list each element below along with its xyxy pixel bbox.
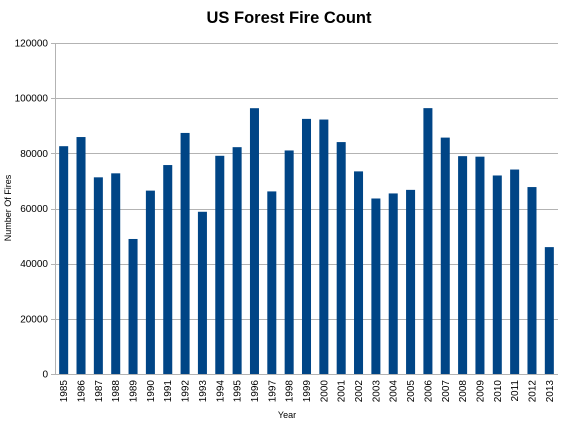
x-tick-label: 1991 — [163, 380, 174, 403]
x-tick-label: 2000 — [319, 380, 330, 403]
bar-1994 — [215, 155, 225, 374]
bar-1993 — [197, 211, 207, 374]
x-tick-label: 2006 — [423, 380, 434, 403]
bar-2001 — [336, 142, 346, 374]
bar-2012 — [527, 187, 537, 374]
y-tick-label: 0 — [42, 370, 48, 381]
axes — [51, 43, 558, 375]
x-axis-tick-labels: 1985 1986 1987 1988 1989 1990 1991 1992 1993 1994… — [59, 380, 556, 403]
bar-2006 — [423, 108, 433, 374]
x-tick-label: 1992 — [181, 380, 192, 403]
x-tick-label: 1988 — [111, 380, 122, 403]
bars — [59, 108, 554, 374]
bar-1999 — [301, 118, 312, 374]
x-tick-label: 2004 — [389, 380, 400, 403]
x-tick-label: 1994 — [215, 380, 226, 403]
x-tick-label: 1996 — [250, 380, 261, 403]
x-tick-label: 2011 — [510, 380, 521, 402]
x-tick-label: 1990 — [146, 380, 157, 403]
bar-1990 — [145, 190, 155, 374]
y-tick-label: 20000 — [20, 314, 48, 325]
bar-2008 — [458, 156, 468, 374]
bar-1991 — [163, 165, 173, 374]
bar-2013 — [544, 247, 554, 374]
bar-1989 — [128, 238, 138, 374]
bar-1998 — [284, 150, 294, 374]
x-tick-label: 1989 — [129, 380, 140, 403]
bar-2000 — [319, 119, 329, 374]
x-tick-label: 2002 — [354, 380, 365, 403]
x-tick-label: 1997 — [267, 380, 278, 403]
x-tick-label: 1987 — [94, 380, 105, 403]
bar-1987 — [93, 177, 103, 374]
bar-2011 — [510, 169, 520, 374]
bar-2010 — [492, 175, 502, 374]
y-axis-title: Number Of Fires — [3, 174, 13, 241]
bar-2005 — [406, 189, 416, 374]
x-tick-label: 2005 — [406, 380, 417, 403]
chart-title: US Forest Fire Count — [206, 9, 372, 27]
x-tick-label: 2003 — [371, 380, 382, 403]
y-tick-label: 80000 — [20, 149, 48, 160]
bar-2004 — [388, 193, 398, 374]
bar-1995 — [232, 147, 242, 374]
bar-2009 — [475, 156, 485, 374]
x-tick-label: 2001 — [337, 380, 348, 403]
x-tick-label: 1986 — [77, 380, 88, 403]
bar-1986 — [76, 137, 86, 374]
y-tick-label: 60000 — [20, 204, 48, 215]
bar-1996 — [249, 108, 259, 374]
x-tick-label: 2012 — [527, 380, 538, 403]
x-axis-title: Year — [278, 410, 296, 420]
x-tick-label: 1985 — [59, 380, 70, 403]
y-axis-tick-labels: 0 20000 40000 60000 80000 100000 120000 — [15, 39, 49, 381]
y-tick-label: 100000 — [15, 94, 49, 105]
y-tick-label: 120000 — [15, 39, 49, 50]
x-tick-label: 2007 — [441, 380, 452, 403]
bar-1997 — [267, 191, 277, 374]
x-tick-label: 2009 — [475, 380, 486, 403]
bar-1988 — [111, 173, 121, 374]
x-tick-label: 2013 — [545, 380, 556, 403]
y-tick-label: 40000 — [20, 259, 48, 270]
x-tick-label: 1999 — [302, 380, 313, 403]
x-tick-label: 1998 — [285, 380, 296, 403]
x-tick-label: 1993 — [198, 380, 209, 403]
bar-1985 — [59, 146, 69, 374]
x-tick-label: 1995 — [233, 380, 244, 403]
x-tick-label: 2008 — [458, 380, 469, 403]
x-tick-label: 2010 — [493, 380, 504, 403]
bar-1992 — [180, 132, 190, 374]
bar-2002 — [354, 171, 364, 374]
bar-2007 — [440, 137, 450, 374]
bar-2003 — [371, 198, 381, 374]
